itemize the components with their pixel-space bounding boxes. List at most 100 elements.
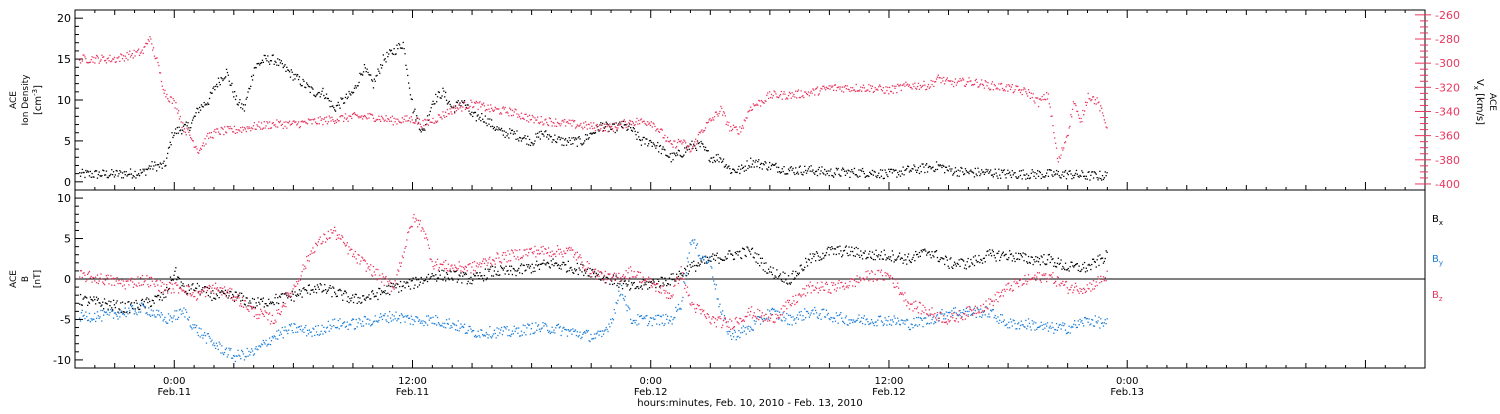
velocity-point <box>282 124 283 125</box>
velocity-point <box>1099 110 1100 111</box>
by-point <box>641 315 642 316</box>
density-point <box>782 168 783 169</box>
by-point <box>837 315 838 316</box>
velocity-point <box>696 143 697 144</box>
by-point <box>277 338 278 339</box>
bx-point <box>1017 258 1018 259</box>
density-point <box>259 64 260 65</box>
density-point <box>856 174 857 175</box>
by-point <box>666 319 667 320</box>
density-point <box>737 169 738 170</box>
by-point <box>745 327 746 328</box>
by-point <box>500 329 501 330</box>
by-point <box>178 317 179 318</box>
by-point <box>692 239 693 240</box>
bx-point <box>178 277 179 278</box>
bx-point <box>1036 261 1037 262</box>
by-point <box>808 313 809 314</box>
velocity-point <box>663 137 664 138</box>
velocity-point <box>231 128 232 129</box>
density-point <box>235 99 236 100</box>
density-point <box>350 94 351 95</box>
density-point <box>563 145 564 146</box>
by-point <box>494 330 495 331</box>
density-point <box>823 173 824 174</box>
bx-point <box>861 255 862 256</box>
density-point <box>580 143 581 144</box>
density-point <box>193 117 194 118</box>
velocity-point <box>589 128 590 129</box>
density-point <box>818 169 819 170</box>
by-point <box>788 315 789 316</box>
bz-point <box>87 274 88 275</box>
velocity-point <box>942 80 943 81</box>
bx-point <box>182 285 183 286</box>
velocity-point <box>937 77 938 78</box>
velocity-point <box>151 43 152 44</box>
density-point <box>1060 177 1061 178</box>
velocity-point <box>954 82 955 83</box>
bx-point <box>714 255 715 256</box>
density-point <box>195 116 196 117</box>
velocity-point <box>1027 95 1028 96</box>
velocity-point <box>307 123 308 124</box>
bx-point <box>259 303 260 304</box>
velocity-point <box>505 107 506 108</box>
bx-point <box>400 281 401 282</box>
density-point <box>132 177 133 178</box>
density-point <box>829 170 830 171</box>
density-point <box>810 171 811 172</box>
bx-point <box>1039 258 1040 259</box>
density-point <box>587 134 588 135</box>
bz-point <box>170 283 171 284</box>
velocity-point <box>765 101 766 102</box>
by-point <box>579 335 580 336</box>
by-point <box>845 317 846 318</box>
density-point <box>574 139 575 140</box>
density-point <box>207 102 208 103</box>
density-point <box>110 174 111 175</box>
velocity-point <box>426 124 427 125</box>
velocity-point <box>988 88 989 89</box>
bx-point <box>638 288 639 289</box>
by-point <box>286 331 287 332</box>
by-point <box>274 336 275 337</box>
by-point <box>372 323 373 324</box>
density-point <box>885 172 886 173</box>
density-point <box>294 78 295 79</box>
by-point <box>128 308 129 309</box>
bx-point <box>821 258 822 259</box>
density-point <box>753 160 754 161</box>
density-point <box>534 140 535 141</box>
by-point <box>154 314 155 315</box>
velocity-point <box>375 121 376 122</box>
velocity-point <box>705 127 706 128</box>
by-point <box>664 323 665 324</box>
velocity-point <box>1058 161 1059 162</box>
velocity-point <box>560 125 561 126</box>
bz-point <box>175 282 176 283</box>
bx-point <box>112 309 113 310</box>
velocity-point <box>473 106 474 107</box>
by-point <box>797 314 798 315</box>
velocity-point <box>323 119 324 120</box>
velocity-point <box>733 125 734 126</box>
bx-point <box>852 251 853 252</box>
time-tick-label: 12:00 <box>398 376 427 387</box>
bx-point <box>660 285 661 286</box>
by-point <box>498 328 499 329</box>
velocity-point <box>284 122 285 123</box>
density-point <box>791 166 792 167</box>
density-point <box>1102 175 1103 176</box>
velocity-point <box>90 62 91 63</box>
bx-point <box>807 265 808 266</box>
density-point <box>126 175 127 176</box>
bx-point <box>1009 250 1010 251</box>
by-point <box>458 320 459 321</box>
velocity-point <box>389 121 390 122</box>
density-point <box>273 54 274 55</box>
by-point <box>505 327 506 328</box>
bz-point <box>143 284 144 285</box>
bx-point <box>303 287 304 288</box>
by-point <box>474 336 475 337</box>
